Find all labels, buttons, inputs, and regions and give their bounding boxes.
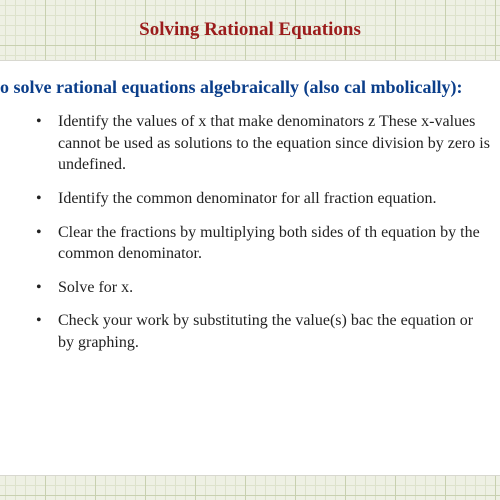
lead-text: o solve rational equations algebraically…: [0, 75, 494, 99]
list-item: Solve for x.: [36, 277, 494, 299]
list-item: Clear the fractions by multiplying both …: [36, 222, 494, 265]
title-region: Solving Rational Equations: [0, 0, 500, 60]
list-item: Identify the values of x that make denom…: [36, 111, 494, 176]
steps-list: Identify the values of x that make denom…: [0, 111, 494, 353]
list-item: Check your work by substituting the valu…: [36, 310, 494, 353]
page-title: Solving Rational Equations: [139, 19, 361, 41]
list-item: Identify the common denominator for all …: [36, 188, 494, 210]
content-card: o solve rational equations algebraically…: [0, 60, 500, 476]
